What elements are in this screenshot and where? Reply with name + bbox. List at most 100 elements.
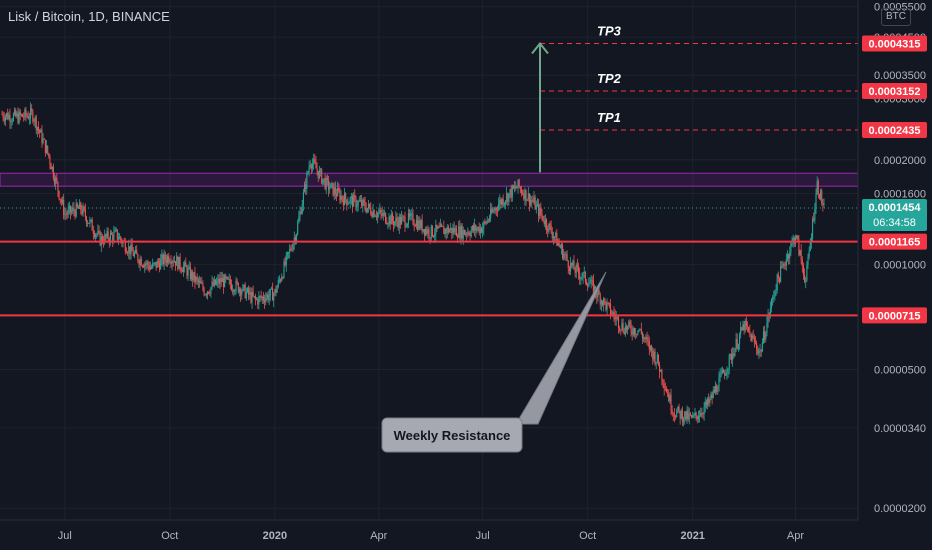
candle-body [204,294,206,296]
candle-body [162,254,164,265]
candle-body [24,109,26,118]
candle-body [329,188,331,190]
candle-body [624,326,626,335]
currency-label[interactable]: BTC [881,8,911,26]
candle-body [420,220,422,229]
candle-body [88,222,90,224]
candle-body [135,249,137,253]
candle-body [42,139,44,143]
candle-body [606,302,608,310]
candle-body [205,294,207,296]
candle-body [621,323,623,330]
candle-body [792,238,794,241]
candle-body [168,256,170,263]
candle-body [245,291,247,299]
candle-body [784,265,786,266]
candle-body [508,193,510,202]
candle-body [446,227,448,234]
candle-body [585,281,588,285]
candle-body [113,231,115,241]
candle-body [327,179,330,190]
candle-body [232,289,234,291]
candle-body [555,232,557,238]
candle-body [570,262,572,272]
candle-body [355,197,357,208]
candle-body [305,184,307,190]
candle-body [551,232,553,238]
candle-body [453,227,455,233]
candle-body [28,118,30,119]
candle-body [762,331,765,343]
candle-body [709,398,711,404]
candle-body [681,410,683,422]
time-tick-label: Jul [58,530,72,542]
candle-body [19,111,21,116]
candle-body [695,412,697,416]
candle-body [179,256,181,269]
candle-body [411,213,413,215]
candle-body [119,236,121,240]
candle-body [413,223,415,226]
candle-body [780,266,782,282]
candle-body [746,326,749,328]
candle-body [564,254,566,256]
candle-body [346,199,348,205]
candle-body [14,110,16,115]
candle-body [206,291,209,295]
candle-body [534,197,536,210]
candle-body [161,254,163,260]
candle-body [196,277,198,280]
candle-body [697,416,699,420]
candle-body [700,412,702,417]
candle-body [297,222,299,235]
candle-body [298,217,300,223]
callout-box[interactable] [381,417,523,453]
candle-body [404,217,406,227]
candle-body [288,252,290,253]
candle-body [145,263,147,265]
candle-body [804,274,806,282]
candle-body [128,246,130,253]
candle-body [661,369,663,381]
candle-body [89,219,91,224]
candle-body [479,227,481,234]
candle-body [43,139,45,140]
candle-body [722,370,725,373]
candle-body [659,364,661,372]
candle-body [433,236,435,237]
candle-body [262,296,264,301]
candle-body [515,186,517,189]
candle-body [748,327,750,332]
candle-body [533,197,535,202]
candle-body [146,262,148,265]
candle-body [616,317,618,318]
candle-body [434,234,436,237]
candle-body [749,331,751,334]
candle-body [226,277,228,279]
candle-body [548,223,550,232]
candle-body [198,281,201,283]
candle-body [171,261,173,264]
candle-body [484,221,486,223]
candle-body [550,225,552,233]
candle-body [225,275,227,279]
candle-body [222,278,225,288]
candle-body [608,302,610,304]
candle-body [663,383,665,389]
candle-body [601,300,604,306]
candle-body [609,303,612,315]
candle-body [750,333,752,342]
candle-body [442,226,444,227]
candle-body [716,386,718,393]
candle-body [485,221,487,224]
candle-body [251,291,253,303]
candle-body [563,254,565,259]
price-tick-label: 0.0000200 [874,503,926,515]
candle-body [213,279,215,286]
symbol-title[interactable]: Lisk / Bitcoin, 1D, BINANCE [8,9,170,24]
price-axis[interactable] [858,0,932,550]
candle-body [490,208,492,219]
candle-body [4,116,6,121]
candle-body [654,351,656,364]
